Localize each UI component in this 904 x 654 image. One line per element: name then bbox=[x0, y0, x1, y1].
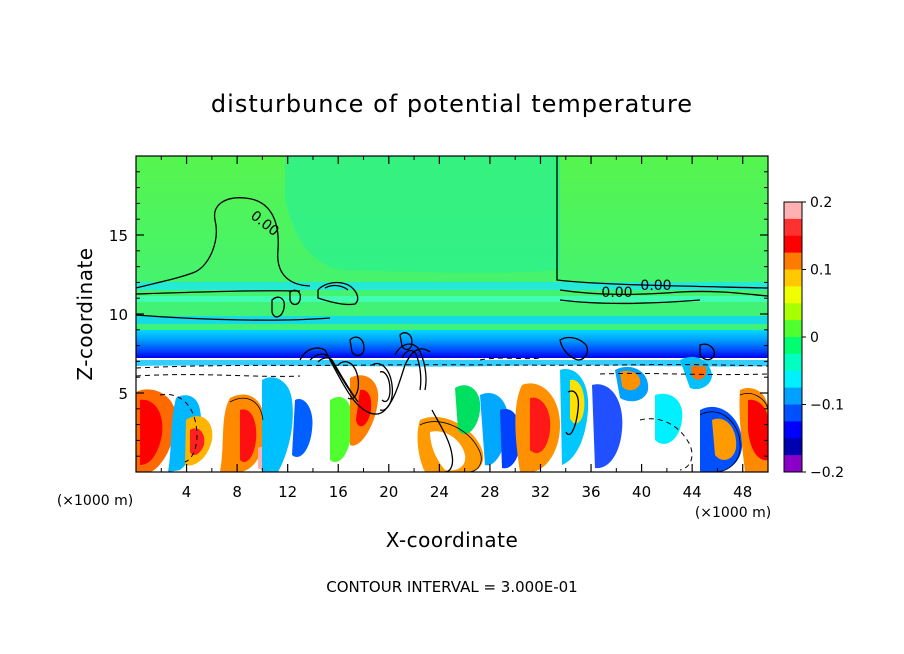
plot-area: 0.00 0.00 0.00 bbox=[136, 156, 768, 472]
colorbar-tick-label: 0 bbox=[810, 330, 819, 346]
y-axis: 5 10 15 bbox=[109, 171, 768, 457]
x-tick-label: 20 bbox=[379, 483, 398, 501]
colorbar-swatch bbox=[784, 455, 802, 473]
colorbar-swatch bbox=[784, 370, 802, 389]
colorbar-tick-label: 0.2 bbox=[810, 195, 832, 211]
colorbar-swatch bbox=[784, 353, 802, 372]
y-tick-label: 10 bbox=[109, 306, 128, 324]
x-tick-label: 28 bbox=[480, 483, 499, 501]
y-axis-title: Z-coordinate bbox=[73, 247, 97, 380]
colorbar-swatch bbox=[784, 438, 802, 456]
colorbar-tick-label: 0.1 bbox=[810, 263, 832, 279]
x-axis: 4 8 12 16 20 24 28 32 36 40 44 48 bbox=[160, 156, 752, 501]
x-tick-label: 12 bbox=[278, 483, 297, 501]
x-tick-label: 24 bbox=[430, 483, 449, 501]
contour-lines bbox=[136, 156, 768, 472]
field-band-cyan bbox=[136, 282, 768, 290]
colorbar-swatch bbox=[784, 235, 802, 254]
x-tick-label: 48 bbox=[733, 483, 752, 501]
x-tick-label: 16 bbox=[329, 483, 348, 501]
colorbar-swatch bbox=[784, 303, 802, 321]
y-unit-label: (×1000 m) bbox=[57, 493, 133, 509]
x-tick-label: 8 bbox=[232, 483, 242, 501]
x-unit-label: (×1000 m) bbox=[695, 505, 771, 521]
field-lower-blobs bbox=[136, 356, 768, 472]
x-tick-label: 44 bbox=[683, 483, 702, 501]
x-axis-title: X-coordinate bbox=[386, 528, 519, 552]
contour-label: 0.00 bbox=[640, 278, 671, 294]
x-tick-label: 4 bbox=[182, 483, 192, 501]
x-tick-label: 40 bbox=[632, 483, 651, 501]
contour-label: 0.00 bbox=[601, 285, 632, 301]
contour-lines-negative bbox=[136, 357, 768, 471]
colorbar-swatch bbox=[784, 286, 802, 304]
colorbar-swatch bbox=[784, 387, 802, 405]
colorbar-swatch bbox=[784, 404, 802, 422]
y-tick-label: 5 bbox=[118, 385, 128, 403]
colorbar-swatch bbox=[784, 269, 802, 287]
contour-lines-lower bbox=[229, 393, 768, 472]
colorbar-tick-label: −0.2 bbox=[810, 465, 844, 481]
field-band-cyan-3 bbox=[136, 316, 768, 324]
colorbar: 0.2 0.1 0 −0.1 −0.2 bbox=[783, 195, 844, 481]
colorbar-swatch bbox=[784, 218, 802, 237]
chart-title: disturbunce of potential temperature bbox=[211, 90, 693, 118]
colorbar-swatch bbox=[784, 320, 802, 338]
field-band-cyan-2 bbox=[136, 296, 768, 302]
colorbar-swatch bbox=[784, 252, 802, 270]
field-band-blue bbox=[136, 330, 768, 358]
x-tick-label: 36 bbox=[581, 483, 600, 501]
colorbar-swatch bbox=[784, 337, 802, 355]
contour-interval-note: CONTOUR INTERVAL = 3.000E-01 bbox=[326, 578, 577, 596]
colorbar-swatch bbox=[784, 202, 802, 220]
field-upper-light bbox=[285, 156, 560, 273]
colorbar-swatch bbox=[784, 421, 802, 439]
y-tick-label: 15 bbox=[109, 227, 128, 245]
x-tick-label: 32 bbox=[531, 483, 550, 501]
colorbar-tick-label: −0.1 bbox=[810, 398, 844, 414]
